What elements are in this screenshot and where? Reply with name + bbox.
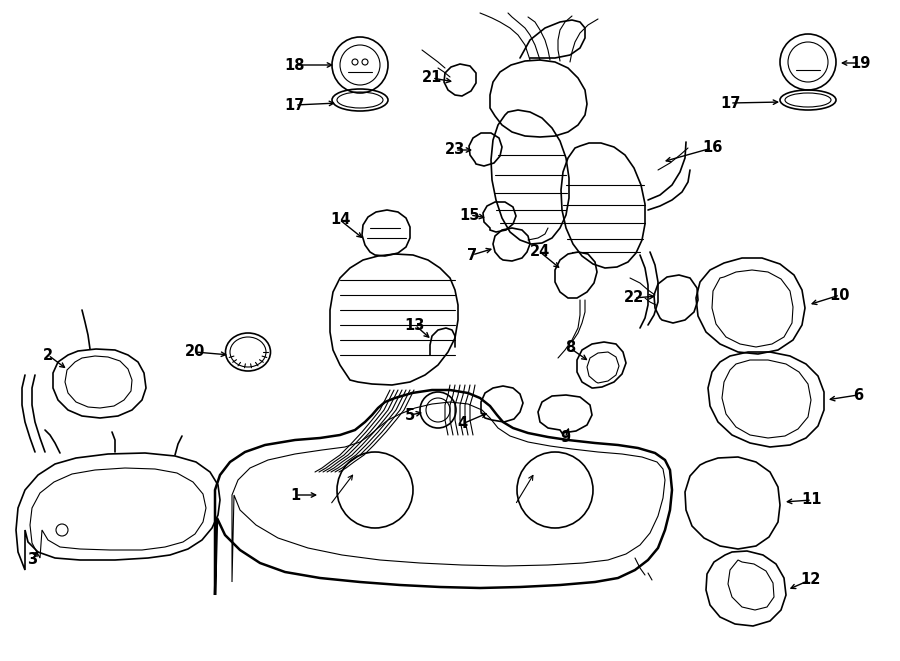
Text: 3: 3 bbox=[27, 553, 37, 568]
Text: 1: 1 bbox=[290, 488, 300, 502]
Text: 12: 12 bbox=[800, 572, 820, 588]
Text: 14: 14 bbox=[329, 212, 350, 227]
Text: 10: 10 bbox=[830, 288, 850, 303]
Text: 13: 13 bbox=[405, 317, 425, 332]
Text: 24: 24 bbox=[530, 245, 550, 260]
Text: 2: 2 bbox=[43, 348, 53, 362]
Text: 23: 23 bbox=[445, 143, 465, 157]
Text: 11: 11 bbox=[802, 492, 823, 508]
Text: 17: 17 bbox=[720, 95, 740, 110]
Text: 22: 22 bbox=[624, 290, 644, 305]
Text: 5: 5 bbox=[405, 407, 415, 422]
Text: 4: 4 bbox=[457, 416, 467, 432]
Text: 9: 9 bbox=[560, 430, 570, 446]
Text: 15: 15 bbox=[460, 208, 481, 223]
Text: 7: 7 bbox=[467, 247, 477, 262]
Text: 21: 21 bbox=[422, 71, 442, 85]
Text: 16: 16 bbox=[702, 141, 722, 155]
Text: 19: 19 bbox=[850, 56, 870, 71]
Text: 20: 20 bbox=[184, 344, 205, 360]
Text: 6: 6 bbox=[853, 387, 863, 403]
Text: 18: 18 bbox=[284, 58, 305, 73]
Text: 17: 17 bbox=[284, 98, 305, 112]
Text: 8: 8 bbox=[565, 340, 575, 356]
